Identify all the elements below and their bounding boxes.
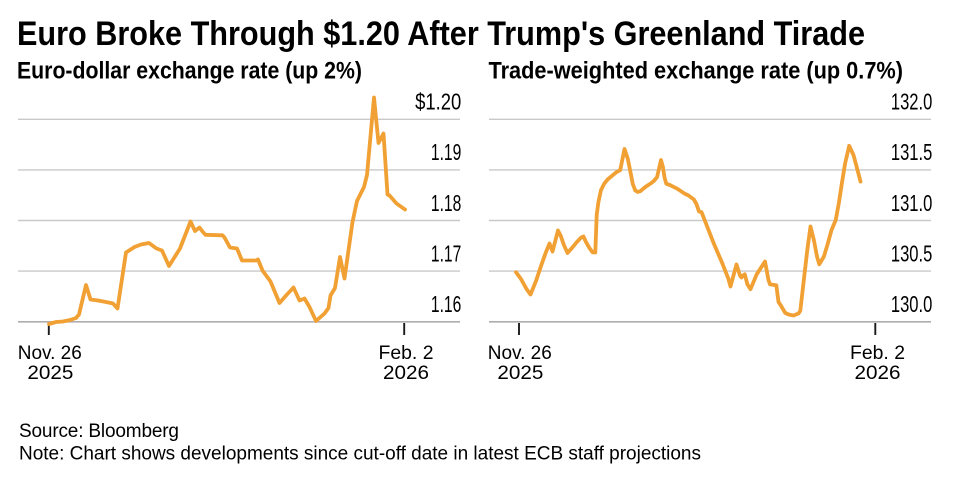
svg-text:1.16: 1.16 (431, 291, 461, 317)
svg-text:2026: 2026 (855, 363, 901, 384)
svg-text:2025: 2025 (497, 363, 543, 384)
svg-text:131.0: 131.0 (891, 190, 932, 216)
svg-text:Nov. 26: Nov. 26 (18, 343, 82, 364)
svg-text:1.18: 1.18 (431, 190, 461, 216)
svg-text:Trade-weighted exchange rate (: Trade-weighted exchange rate (up 0.7%) (489, 57, 904, 84)
svg-text:Feb. 2: Feb. 2 (379, 343, 434, 364)
svg-text:1.17: 1.17 (431, 240, 461, 266)
svg-text:131.5: 131.5 (891, 139, 932, 165)
svg-text:2025: 2025 (27, 363, 73, 384)
svg-text:Nov. 26: Nov. 26 (488, 343, 552, 364)
svg-text:2026: 2026 (383, 363, 429, 384)
svg-text:Source: Bloomberg: Source: Bloomberg (19, 421, 179, 442)
svg-text:130.5: 130.5 (891, 240, 932, 266)
svg-text:Euro-dollar exchange rate (up: Euro-dollar exchange rate (up 2%) (17, 57, 362, 84)
svg-text:Note: Chart shows developments: Note: Chart shows developments since cut… (19, 444, 701, 465)
svg-text:Euro Broke Through $1.20 After: Euro Broke Through $1.20 After Trump's G… (17, 15, 865, 53)
svg-text:130.0: 130.0 (891, 291, 932, 317)
svg-text:1.19: 1.19 (431, 139, 461, 165)
svg-text:Feb. 2: Feb. 2 (850, 343, 905, 364)
svg-text:132.0: 132.0 (891, 89, 932, 115)
svg-text:$1.20: $1.20 (415, 89, 461, 115)
